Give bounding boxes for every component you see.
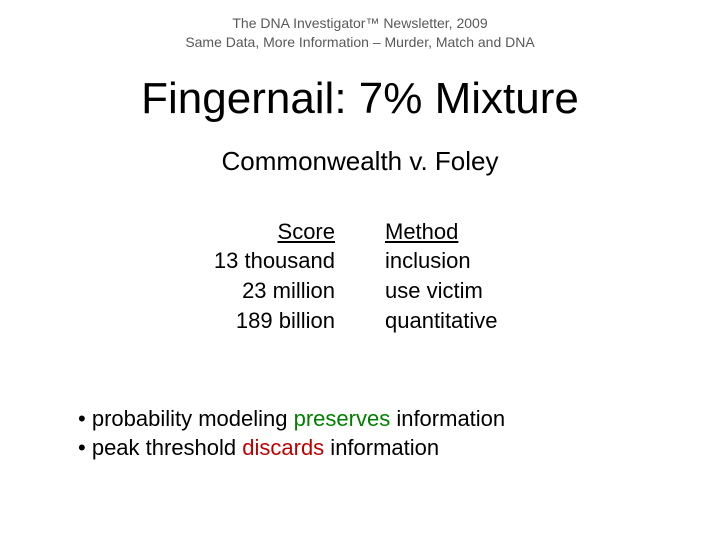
highlight-preserves: preserves: [294, 406, 391, 431]
highlight-discards: discards: [242, 435, 324, 460]
header-line-2: Same Data, More Information – Murder, Ma…: [0, 33, 720, 52]
slide-title: Fingernail: 7% Mixture: [0, 74, 720, 124]
score-header: Score: [155, 217, 335, 247]
header-line-1: The DNA Investigator™ Newsletter, 2009: [0, 14, 720, 33]
case-subtitle: Commonwealth v. Foley: [0, 146, 720, 177]
bullet-text: information: [390, 406, 505, 431]
bullet-item: • peak threshold discards information: [78, 433, 720, 463]
method-row: use victim: [385, 276, 565, 306]
method-header: Method: [385, 217, 565, 247]
method-row: inclusion: [385, 246, 565, 276]
bullet-list: • probability modeling preserves informa…: [78, 404, 720, 463]
score-row: 13 thousand: [155, 246, 335, 276]
score-method-table: Score 13 thousand 23 million 189 billion…: [0, 217, 720, 336]
newsletter-header: The DNA Investigator™ Newsletter, 2009 S…: [0, 0, 720, 52]
score-row: 23 million: [155, 276, 335, 306]
method-column: Method inclusion use victim quantitative: [385, 217, 565, 336]
bullet-item: • probability modeling preserves informa…: [78, 404, 720, 434]
bullet-text: peak threshold: [92, 435, 242, 460]
score-row: 189 billion: [155, 306, 335, 336]
method-row: quantitative: [385, 306, 565, 336]
bullet-text: information: [324, 435, 439, 460]
bullet-text: probability modeling: [92, 406, 294, 431]
score-column: Score 13 thousand 23 million 189 billion: [155, 217, 335, 336]
